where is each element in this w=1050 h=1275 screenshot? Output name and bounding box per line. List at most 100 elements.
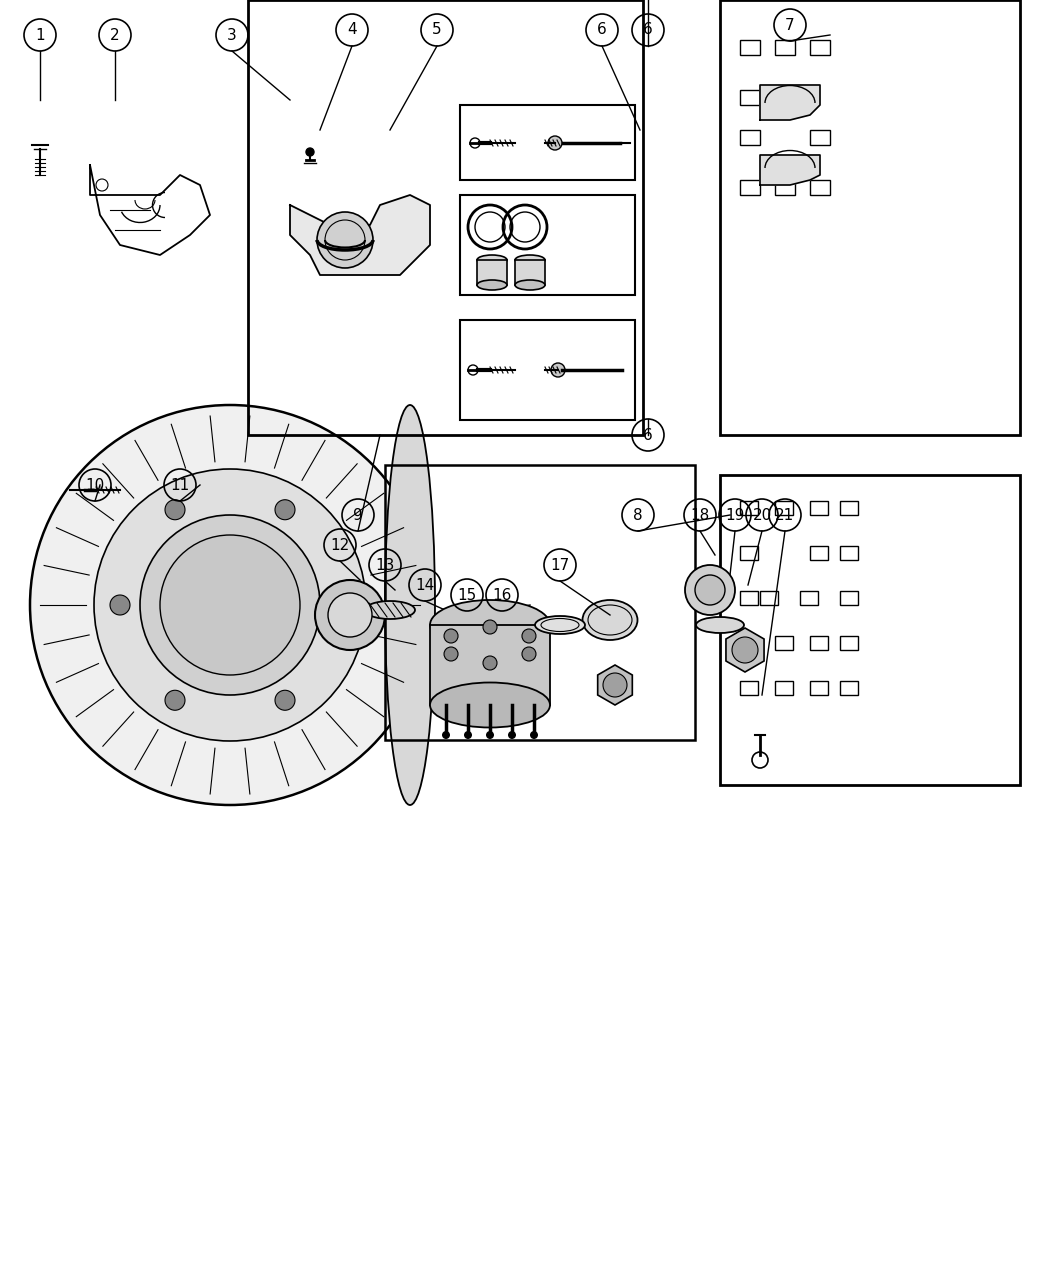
- Circle shape: [94, 469, 366, 741]
- Bar: [775, 501, 793, 515]
- Bar: [840, 546, 858, 560]
- Circle shape: [317, 212, 373, 268]
- Circle shape: [603, 673, 627, 697]
- Bar: [810, 180, 830, 195]
- Ellipse shape: [477, 280, 507, 289]
- Bar: [810, 501, 828, 515]
- Text: 6: 6: [597, 23, 607, 37]
- Circle shape: [685, 565, 735, 615]
- Text: 10: 10: [85, 478, 105, 492]
- Circle shape: [530, 731, 538, 739]
- Circle shape: [140, 515, 320, 695]
- Circle shape: [330, 595, 350, 615]
- Bar: [248, 0, 643, 435]
- Circle shape: [551, 363, 565, 377]
- Bar: [740, 130, 760, 145]
- Circle shape: [695, 575, 724, 606]
- Circle shape: [464, 731, 473, 739]
- Text: 13: 13: [375, 557, 395, 572]
- Bar: [810, 40, 830, 55]
- Text: 5: 5: [433, 23, 442, 37]
- Bar: [760, 592, 778, 606]
- Circle shape: [444, 646, 458, 660]
- Text: 2: 2: [110, 28, 120, 42]
- Text: 8: 8: [633, 507, 643, 523]
- Bar: [477, 260, 507, 286]
- Circle shape: [275, 500, 295, 520]
- Bar: [810, 636, 828, 650]
- Circle shape: [522, 646, 536, 660]
- Ellipse shape: [430, 682, 550, 728]
- Ellipse shape: [514, 280, 545, 289]
- Bar: [720, 0, 1020, 435]
- Circle shape: [165, 500, 185, 520]
- Bar: [460, 195, 635, 295]
- Ellipse shape: [477, 255, 507, 265]
- Bar: [460, 320, 635, 419]
- Text: 20: 20: [753, 507, 772, 523]
- Ellipse shape: [696, 617, 744, 632]
- Text: 15: 15: [458, 588, 477, 603]
- Ellipse shape: [514, 255, 545, 265]
- Circle shape: [165, 690, 185, 710]
- Bar: [840, 636, 858, 650]
- Bar: [740, 636, 758, 650]
- Text: 18: 18: [691, 507, 710, 523]
- Text: 9: 9: [353, 507, 363, 523]
- Text: 11: 11: [170, 478, 190, 492]
- Bar: [775, 180, 795, 195]
- Ellipse shape: [536, 616, 585, 634]
- Bar: [840, 501, 858, 515]
- Bar: [740, 681, 758, 695]
- Ellipse shape: [583, 601, 637, 640]
- Bar: [460, 105, 635, 180]
- Circle shape: [483, 620, 497, 634]
- Bar: [514, 260, 545, 286]
- Bar: [740, 501, 758, 515]
- Ellipse shape: [430, 601, 550, 650]
- Polygon shape: [290, 195, 430, 275]
- Bar: [775, 681, 793, 695]
- Bar: [810, 546, 828, 560]
- Text: 7: 7: [785, 18, 795, 32]
- Bar: [740, 40, 760, 55]
- Circle shape: [508, 731, 516, 739]
- Circle shape: [522, 629, 536, 643]
- Text: 6: 6: [643, 427, 653, 442]
- Circle shape: [315, 580, 385, 650]
- Bar: [740, 180, 760, 195]
- Bar: [740, 546, 758, 560]
- Circle shape: [732, 638, 758, 663]
- Text: 21: 21: [775, 507, 795, 523]
- Bar: [840, 681, 858, 695]
- Bar: [430, 625, 550, 705]
- Bar: [775, 40, 795, 55]
- Bar: [775, 91, 795, 105]
- Bar: [810, 130, 830, 145]
- Bar: [720, 476, 1020, 785]
- Text: 19: 19: [726, 507, 744, 523]
- Bar: [800, 592, 818, 606]
- Text: 6: 6: [643, 23, 653, 37]
- Text: 4: 4: [348, 23, 357, 37]
- Text: 16: 16: [492, 588, 511, 603]
- Text: 1: 1: [36, 28, 45, 42]
- Text: 12: 12: [331, 538, 350, 552]
- Circle shape: [483, 657, 497, 669]
- Bar: [810, 681, 828, 695]
- Circle shape: [275, 690, 295, 710]
- Circle shape: [110, 595, 130, 615]
- Text: 14: 14: [416, 578, 435, 593]
- Polygon shape: [760, 156, 820, 185]
- Bar: [740, 91, 760, 105]
- Bar: [775, 636, 793, 650]
- Bar: [840, 592, 858, 606]
- Text: 3: 3: [227, 28, 237, 42]
- Circle shape: [30, 405, 430, 805]
- Bar: [385, 465, 695, 740]
- Circle shape: [486, 731, 494, 739]
- Text: 17: 17: [550, 557, 569, 572]
- Circle shape: [548, 136, 562, 150]
- Circle shape: [306, 148, 314, 156]
- Bar: [740, 592, 758, 606]
